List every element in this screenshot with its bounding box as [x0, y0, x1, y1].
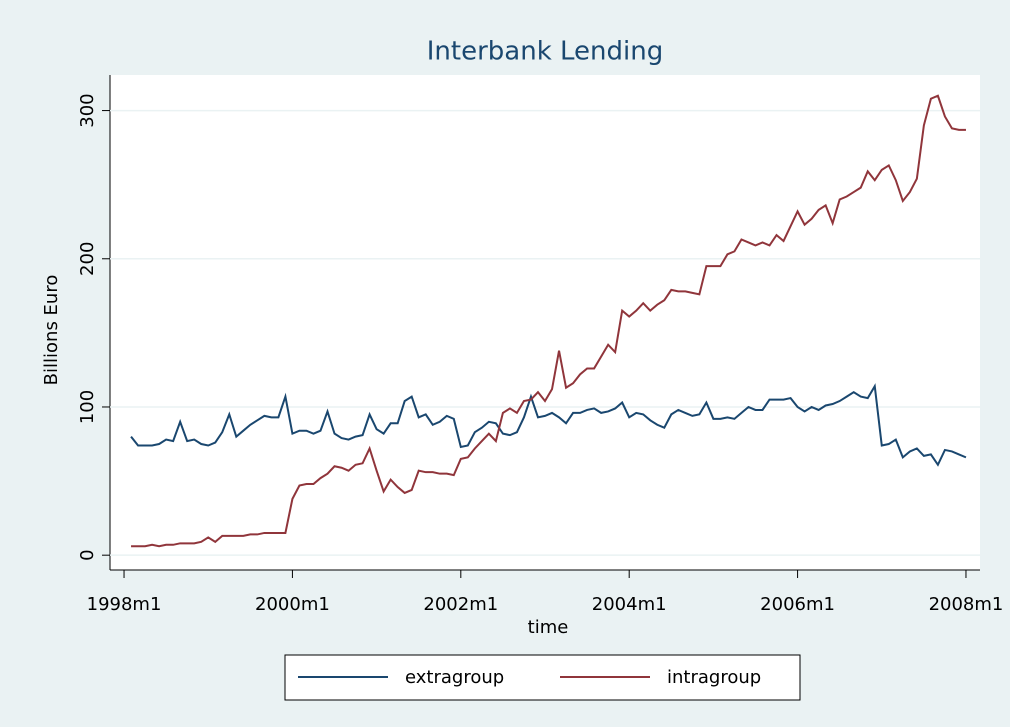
- series-line: [131, 94, 966, 548]
- legend-label: extragroup: [405, 667, 504, 688]
- legend-label: intragroup: [667, 667, 761, 688]
- y-axis-label: Billions Euro: [41, 275, 62, 386]
- y-tick-label: 0: [77, 549, 98, 560]
- x-tick-label: 2000m1: [255, 594, 330, 615]
- x-axis-label: time: [528, 617, 569, 638]
- y-tick-label: 100: [77, 390, 98, 424]
- x-tick-label: 2008m1: [929, 594, 1004, 615]
- x-tick-label: 2006m1: [760, 594, 835, 615]
- plot-area: [110, 75, 980, 570]
- x-tick-label: 2002m1: [423, 594, 498, 615]
- x-tick-label: 2004m1: [592, 594, 667, 615]
- series-line: [130, 383, 967, 467]
- y-tick-label: 300: [77, 93, 98, 127]
- y-tick-label: 200: [77, 242, 98, 276]
- x-tick-label: 1998m1: [87, 594, 162, 615]
- chart-title: Interbank Lending: [427, 37, 663, 67]
